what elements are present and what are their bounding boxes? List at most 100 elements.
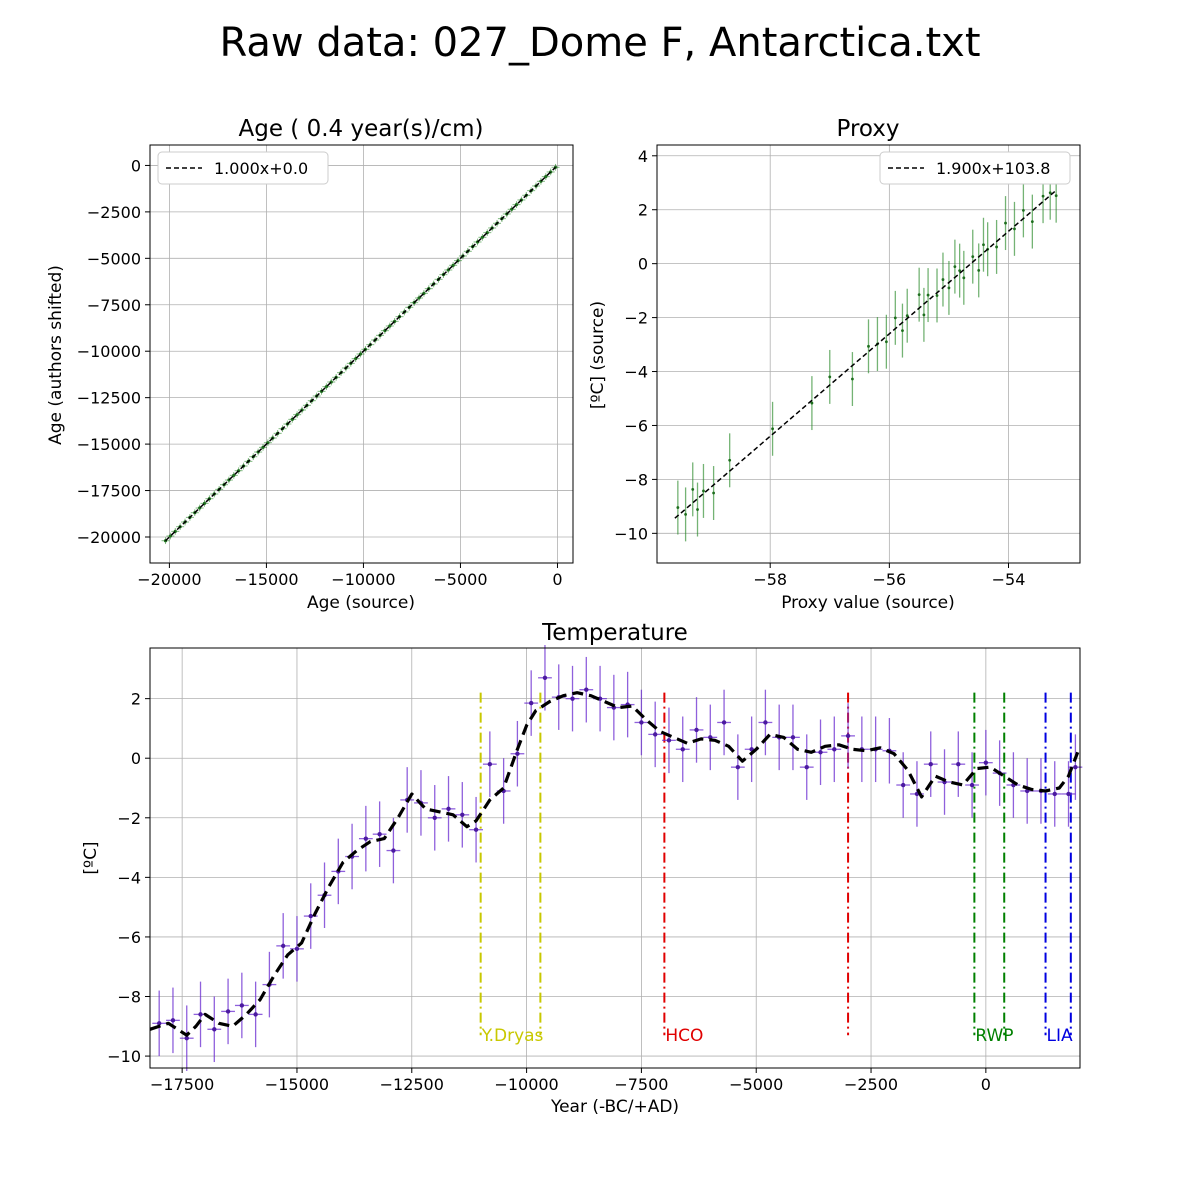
- proxy-ytick-label: −2: [624, 309, 648, 328]
- proxy-point: [922, 313, 926, 317]
- temp-point: [460, 812, 465, 818]
- proxy-point: [977, 269, 981, 272]
- proxy-point: [676, 506, 680, 509]
- age-xtick-label: −5000: [433, 570, 487, 589]
- age-ytick-label: −10000: [77, 342, 141, 361]
- temp-frame: [149, 647, 1081, 1069]
- temp-point: [639, 720, 644, 725]
- age-fit-line: [165, 166, 557, 542]
- temp-xtick-label: −17500: [150, 1075, 214, 1094]
- temp-point: [652, 732, 658, 737]
- temp-point: [487, 761, 493, 767]
- proxy-point: [926, 293, 930, 297]
- temp-event-label: LIA: [1047, 1026, 1073, 1046]
- temp-point: [1052, 791, 1057, 797]
- proxy-xtick-label: −56: [872, 570, 906, 589]
- proxy-ytick-label: −10: [614, 524, 648, 543]
- temp-point: [280, 943, 286, 949]
- proxy-panel: Proxy Proxy value (source) [ºC] (source)…: [588, 116, 1081, 613]
- temp-point: [721, 720, 727, 725]
- temp-ytick-label: −6: [117, 928, 141, 947]
- proxy-xtick-label: −54: [992, 570, 1026, 589]
- proxy-point: [971, 255, 975, 259]
- age-legend-label: 1.000x+0.0: [214, 159, 308, 178]
- proxy-point: [1030, 220, 1034, 223]
- proxy-point: [905, 314, 909, 318]
- age-point: [480, 235, 485, 239]
- proxy-point: [941, 278, 945, 281]
- proxy-ytick-label: 2: [638, 201, 648, 220]
- proxy-point: [893, 316, 897, 320]
- temp-xtick-label: −5000: [729, 1075, 783, 1094]
- age-legend-box: [157, 151, 329, 185]
- temp-point: [184, 1036, 189, 1041]
- temp-point: [735, 764, 741, 770]
- temp-point: [694, 727, 699, 733]
- temp-point: [790, 735, 796, 740]
- temp-event-label: Y.Dryas: [481, 1026, 544, 1046]
- proxy-point: [728, 458, 732, 462]
- age-ytick-label: −7500: [87, 296, 141, 315]
- temp-event-label: HCO: [665, 1026, 703, 1046]
- temperature-panel: Temperature Year (-BC/+AD) [ºC] −17500 −1…: [81, 620, 1083, 1117]
- proxy-frame: [656, 144, 1081, 564]
- proxy-point: [691, 487, 695, 491]
- age-ytick-label: −5000: [87, 249, 141, 268]
- age-point: [232, 473, 236, 477]
- temp-point: [239, 1003, 245, 1008]
- proxy-xtick-label: −58: [753, 570, 787, 589]
- temp-point: [377, 831, 382, 837]
- temp-point: [1073, 764, 1078, 770]
- temp-point: [528, 700, 534, 706]
- temp-point: [956, 761, 961, 767]
- temp-point: [804, 764, 809, 770]
- temp-point: [156, 1021, 162, 1026]
- proxy-panel-ylabel: [ºC] (source): [588, 301, 608, 409]
- age-ytick-label: −15000: [77, 435, 141, 454]
- proxy-point: [828, 375, 832, 379]
- proxy-point: [995, 245, 998, 249]
- proxy-point: [1013, 227, 1016, 231]
- temp-point: [928, 761, 933, 767]
- temp-point: [542, 675, 548, 680]
- temp-xtick-label: −12500: [380, 1075, 444, 1094]
- age-point: [168, 534, 172, 538]
- temp-point: [212, 1027, 217, 1032]
- age-xtick-label: −20000: [137, 570, 201, 589]
- proxy-ytick-label: 4: [638, 147, 648, 166]
- temp-point: [225, 1009, 231, 1014]
- proxy-point: [901, 329, 904, 332]
- temp-point: [391, 848, 396, 853]
- temp-point: [170, 1018, 176, 1023]
- temp-smooth-line: [149, 691, 1080, 1037]
- age-frame: [149, 144, 574, 564]
- temperature-panel-ylabel: [ºC]: [81, 841, 101, 874]
- proxy-point: [958, 269, 962, 273]
- temp-point: [308, 913, 313, 919]
- age-point: [295, 413, 299, 417]
- temp-point: [570, 696, 575, 701]
- age-ytick-label: −20000: [77, 528, 141, 547]
- proxy-point: [810, 401, 814, 405]
- temp-point: [818, 750, 823, 755]
- age-xtick-label: −10000: [331, 570, 395, 589]
- temp-xtick-label: −15000: [265, 1075, 329, 1094]
- age-point: [544, 175, 548, 179]
- proxy-point: [935, 294, 939, 297]
- proxy-point: [962, 276, 966, 280]
- proxy-point: [947, 286, 951, 290]
- proxy-point: [851, 377, 854, 381]
- proxy-point: [712, 491, 715, 495]
- proxy-point: [1054, 194, 1058, 198]
- temp-point: [198, 1012, 203, 1017]
- temp-ytick-label: −4: [117, 868, 141, 887]
- temp-xtick-label: −10000: [494, 1075, 558, 1094]
- proxy-fit-line: [674, 189, 1057, 519]
- proxy-panel-xlabel: Proxy value (source): [781, 593, 955, 613]
- temp-point: [432, 815, 437, 820]
- age-xtick-label: −15000: [234, 570, 298, 589]
- age-point: [451, 263, 455, 267]
- proxy-ytick-label: −4: [624, 363, 648, 382]
- temp-point: [763, 720, 768, 725]
- temp-point: [515, 751, 520, 756]
